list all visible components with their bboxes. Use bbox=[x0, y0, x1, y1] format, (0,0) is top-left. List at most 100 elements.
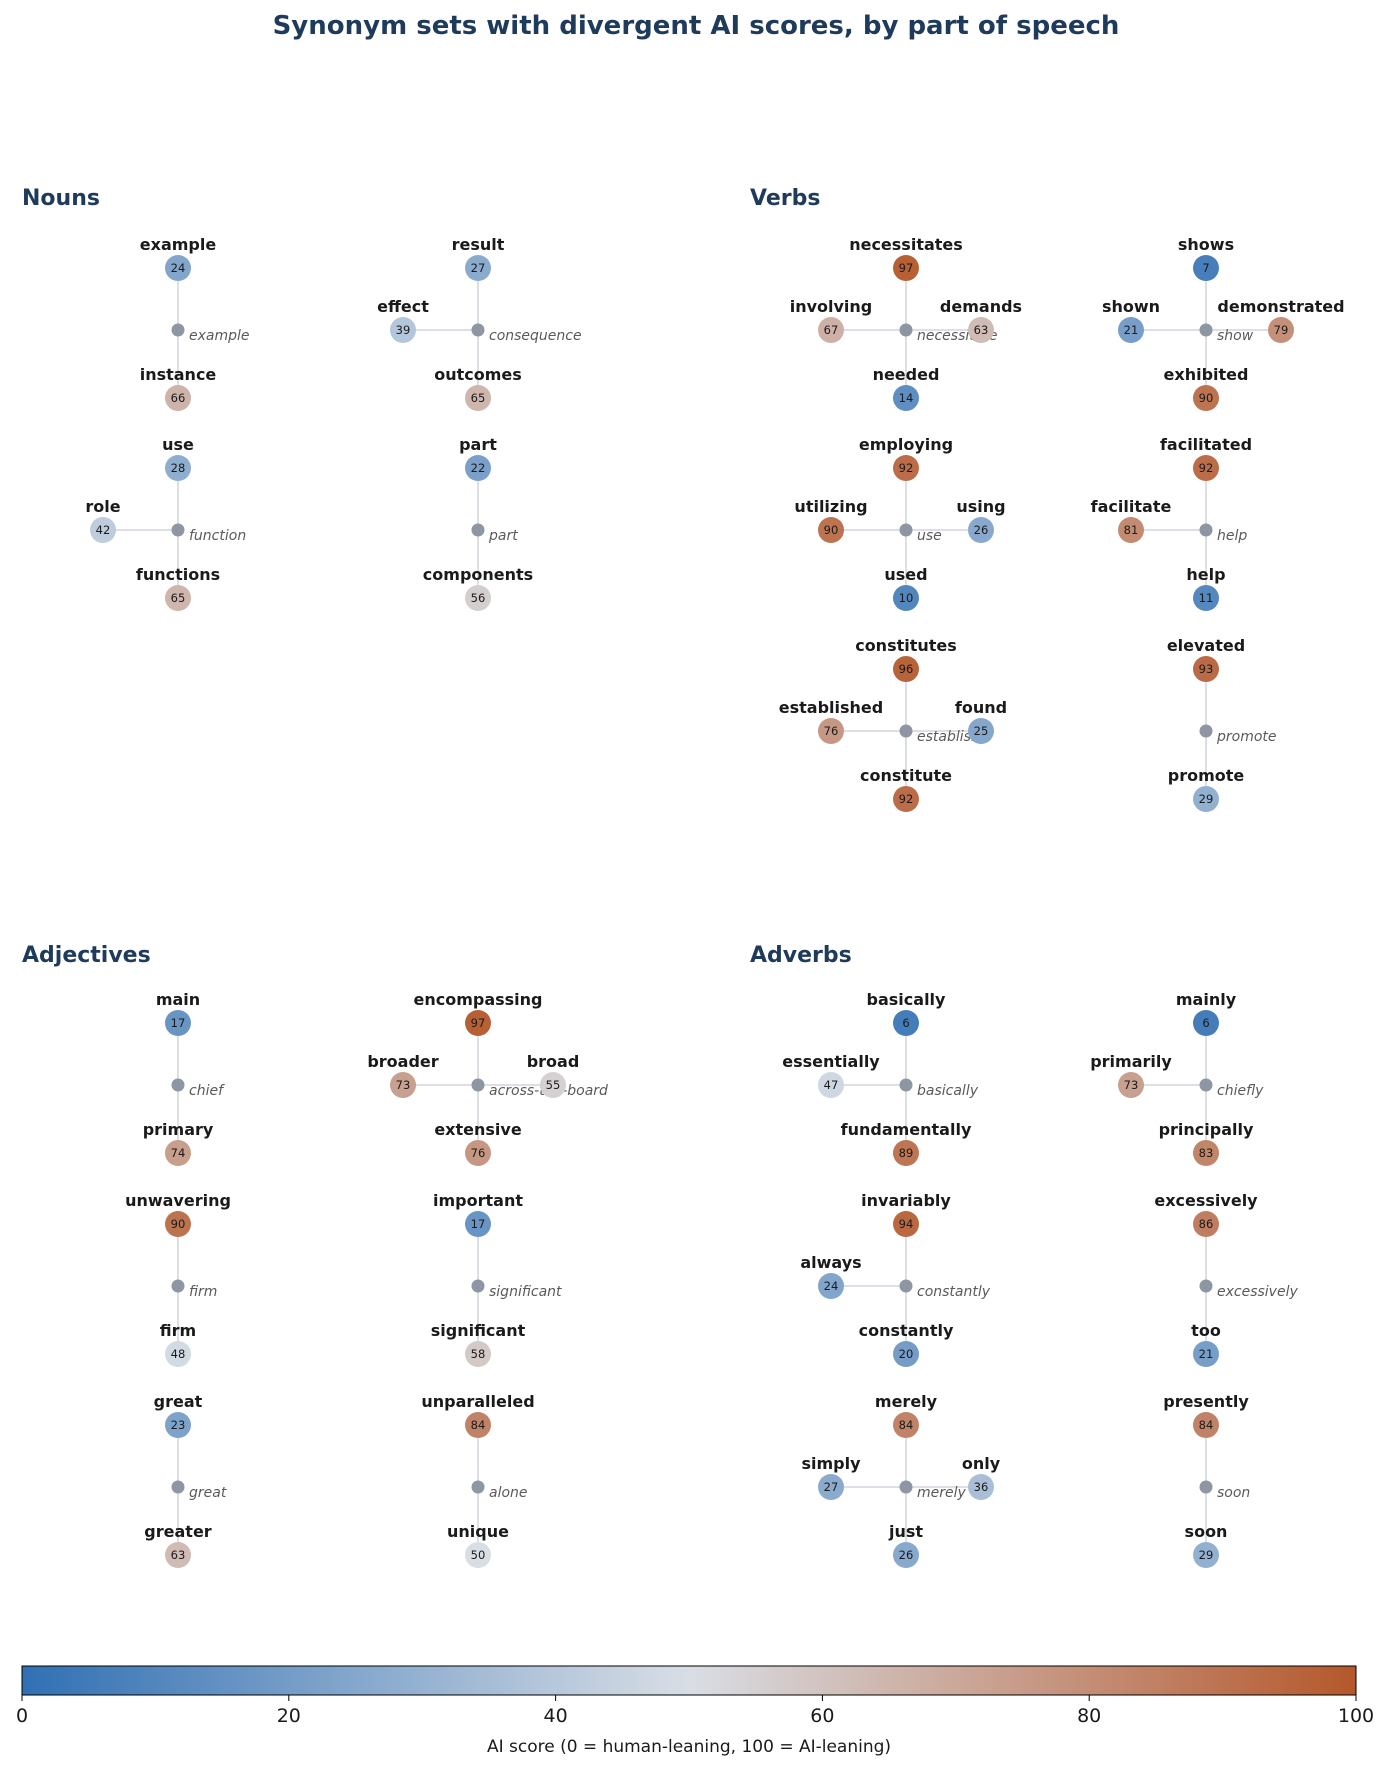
word-node bbox=[893, 786, 919, 812]
score-label: 14 bbox=[899, 391, 914, 405]
hub-label: consequence bbox=[489, 328, 582, 344]
score-label: 10 bbox=[899, 591, 914, 605]
synonym-set: show 7 shows 90 exhibited 21 shown 79 demonstrat… bbox=[1102, 235, 1345, 411]
score-label: 67 bbox=[824, 323, 839, 337]
word-label: invariably bbox=[861, 1191, 951, 1210]
hub-node bbox=[171, 523, 185, 537]
word-label: soon bbox=[1185, 1522, 1228, 1541]
score-label: 76 bbox=[824, 724, 839, 738]
chart-title: Synonym sets with divergent AI scores, b… bbox=[273, 11, 1120, 41]
hub-node bbox=[1199, 1480, 1213, 1494]
hub-node bbox=[471, 523, 485, 537]
hub-label: chief bbox=[189, 1083, 225, 1099]
word-node bbox=[818, 718, 844, 744]
word-node bbox=[465, 255, 491, 281]
hub-label: alone bbox=[489, 1485, 528, 1501]
word-label: instance bbox=[140, 365, 217, 384]
score-label: 90 bbox=[1199, 391, 1214, 405]
word-node bbox=[165, 1140, 191, 1166]
score-label: 92 bbox=[899, 792, 914, 806]
hub-label: help bbox=[1217, 528, 1247, 544]
word-node bbox=[465, 1140, 491, 1166]
word-node bbox=[465, 1211, 491, 1237]
word-label: constitutes bbox=[855, 636, 957, 655]
synonym-set: merely 84 merely 26 just 27 simply 36 only bbox=[801, 1392, 1001, 1568]
word-label: merely bbox=[875, 1392, 938, 1411]
word-node bbox=[90, 517, 116, 543]
word-label: established bbox=[779, 698, 883, 717]
synonym-set: promote 93 elevated 29 promote bbox=[1167, 636, 1277, 812]
score-label: 56 bbox=[471, 591, 486, 605]
hub-node bbox=[471, 323, 485, 337]
word-node bbox=[465, 1010, 491, 1036]
score-label: 29 bbox=[1199, 1548, 1214, 1562]
synonym-set: significant 17 important 58 significant bbox=[431, 1191, 562, 1367]
hub-label: soon bbox=[1217, 1485, 1250, 1501]
word-node bbox=[165, 1010, 191, 1036]
word-node bbox=[465, 1341, 491, 1367]
word-node bbox=[893, 255, 919, 281]
colorbar-tick-label: 40 bbox=[544, 1705, 568, 1727]
synonym-set: example 24 example 66 instance bbox=[140, 235, 250, 411]
score-label: 25 bbox=[974, 724, 989, 738]
word-label: presently bbox=[1163, 1392, 1249, 1411]
synonym-set: necessitate97necessitates14needed67invol… bbox=[790, 235, 1022, 411]
hub-node bbox=[899, 1078, 913, 1092]
colorbar-tick-label: 20 bbox=[277, 1705, 301, 1727]
hub-label: example bbox=[189, 328, 250, 344]
score-label: 63 bbox=[974, 323, 989, 337]
word-node bbox=[165, 385, 191, 411]
score-label: 63 bbox=[171, 1548, 186, 1562]
word-node bbox=[893, 585, 919, 611]
hub-label: merely bbox=[917, 1485, 967, 1501]
score-label: 55 bbox=[546, 1078, 561, 1092]
word-label: just bbox=[888, 1522, 923, 1541]
synonym-set: soon 84 presently 29 soon bbox=[1163, 1392, 1250, 1568]
word-node bbox=[818, 1072, 844, 1098]
score-label: 42 bbox=[96, 523, 111, 537]
score-label: 97 bbox=[471, 1016, 486, 1030]
panel-verbs: Verbsnecessitate97necessitates14needed67… bbox=[750, 186, 1345, 812]
word-node bbox=[1193, 1140, 1219, 1166]
word-node bbox=[818, 1474, 844, 1500]
word-node bbox=[165, 1542, 191, 1568]
word-label: help bbox=[1186, 565, 1225, 584]
hub-label: constantly bbox=[917, 1284, 991, 1300]
synonym-set: firm 90 unwavering 48 firm bbox=[125, 1191, 231, 1367]
word-label: only bbox=[962, 1454, 1001, 1473]
score-label: 24 bbox=[824, 1279, 839, 1293]
word-label: significant bbox=[431, 1321, 526, 1340]
word-node bbox=[818, 517, 844, 543]
score-label: 26 bbox=[974, 523, 989, 537]
word-node bbox=[1193, 1412, 1219, 1438]
word-label: primarily bbox=[1090, 1052, 1172, 1071]
word-node bbox=[893, 656, 919, 682]
hub-label: significant bbox=[489, 1284, 562, 1300]
colorbar-label: AI score (0 = human-leaning, 100 = AI-le… bbox=[487, 1737, 891, 1757]
hub-node bbox=[1199, 724, 1213, 738]
score-label: 7 bbox=[1202, 261, 1209, 275]
word-node bbox=[465, 455, 491, 481]
synonym-set: chiefly 6 mainly 83 principally 73 primarily bbox=[1090, 990, 1264, 1166]
word-label: necessitates bbox=[849, 235, 963, 254]
word-node bbox=[968, 317, 994, 343]
score-label: 6 bbox=[1202, 1016, 1209, 1030]
score-label: 20 bbox=[899, 1347, 914, 1361]
score-label: 84 bbox=[471, 1418, 486, 1432]
synonym-set: function 28 use 65 functions 42 role bbox=[85, 435, 246, 611]
word-node bbox=[1193, 1010, 1219, 1036]
word-label: unique bbox=[447, 1522, 509, 1541]
score-label: 97 bbox=[899, 261, 914, 275]
score-label: 89 bbox=[899, 1146, 914, 1160]
score-label: 17 bbox=[171, 1016, 186, 1030]
hub-node bbox=[471, 1279, 485, 1293]
word-node bbox=[165, 1412, 191, 1438]
synonym-set: constantly 94 invariably 20 constantly 24 alwa… bbox=[800, 1191, 991, 1367]
synonym-set: consequence 27 result 65 outcomes 39 effect bbox=[377, 235, 582, 411]
word-node bbox=[465, 1412, 491, 1438]
score-label: 81 bbox=[1124, 523, 1139, 537]
word-label: simply bbox=[801, 1454, 861, 1473]
score-label: 65 bbox=[471, 391, 486, 405]
score-label: 21 bbox=[1199, 1347, 1214, 1361]
